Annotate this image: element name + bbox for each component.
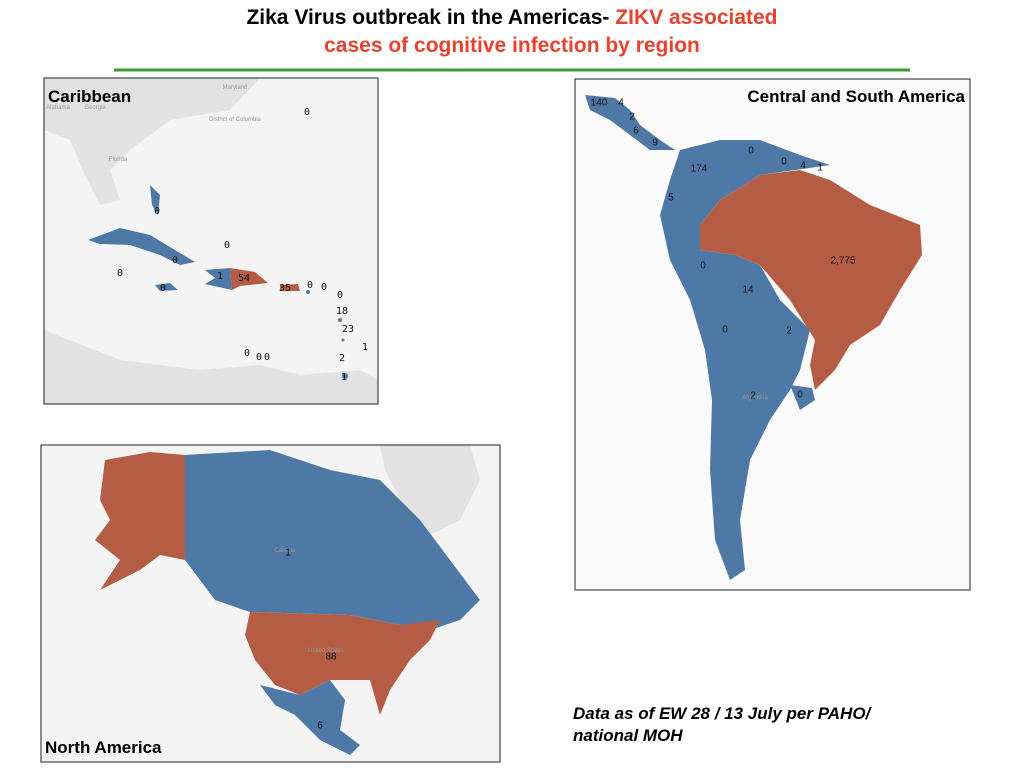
title-black: Zika Virus outbreak in the Americas- xyxy=(246,6,609,29)
base-map-label: Georgia xyxy=(84,105,106,111)
case-count: 0 xyxy=(307,280,313,291)
case-count: 0 xyxy=(304,107,310,118)
case-count: 88 xyxy=(325,652,337,663)
map-title: Caribbean xyxy=(48,87,131,106)
case-count: 2,775 xyxy=(830,256,855,267)
case-count: 0 xyxy=(722,325,728,336)
case-count: 1 xyxy=(217,271,223,282)
case-count: 174 xyxy=(691,164,708,175)
case-count: 54 xyxy=(238,273,250,284)
south-america-map xyxy=(575,79,970,590)
north-america-map xyxy=(41,445,500,762)
map-title: Central and South America xyxy=(747,87,965,106)
map-title: North America xyxy=(45,738,162,757)
case-count: 0 xyxy=(244,348,250,359)
case-count: 0 xyxy=(321,282,327,293)
note-line: Data as of EW 28 / 13 July per PAHO/ xyxy=(573,704,873,723)
case-count: 0 xyxy=(337,290,343,301)
base-map-label: Argentina xyxy=(742,395,768,401)
case-count: 1 xyxy=(285,548,291,559)
case-count: 0 xyxy=(264,352,270,363)
map-frame xyxy=(43,77,379,405)
case-count: 35 xyxy=(279,283,291,294)
case-count: 1 xyxy=(341,372,347,383)
base-map-label: District of Columbia xyxy=(209,117,262,123)
case-count: 9 xyxy=(652,138,658,149)
case-count: 0 xyxy=(781,157,787,168)
base-map-label: Florida xyxy=(109,157,128,163)
base-map-label: Canada xyxy=(274,548,296,554)
map-frame xyxy=(40,444,501,763)
case-count: 14 xyxy=(742,285,754,296)
case-count: 2 xyxy=(339,353,345,364)
case-count: 18 xyxy=(336,306,348,317)
case-count: 6 xyxy=(633,126,639,137)
base-map-label: Maryland xyxy=(223,85,248,91)
case-count: 0 xyxy=(154,206,160,217)
case-count: 1 xyxy=(362,342,368,353)
case-count: 140 xyxy=(591,98,608,109)
title-red: ZIKV associated xyxy=(615,6,777,29)
case-count: 0 xyxy=(224,240,230,251)
case-count: 4 xyxy=(618,98,624,109)
base-map-label: Alabama xyxy=(46,105,70,111)
case-count: 2 xyxy=(629,112,635,123)
case-count: 2 xyxy=(750,391,756,402)
case-count: 5 xyxy=(668,193,674,204)
case-count: 0 xyxy=(117,268,123,279)
title: Zika Virus outbreak in the Americas- ZIK… xyxy=(246,6,777,29)
note-line-2: national MOH xyxy=(573,726,683,745)
case-count: 4 xyxy=(800,161,806,172)
case-count: 6 xyxy=(317,721,323,732)
case-count: 0 xyxy=(748,146,754,157)
map-frame xyxy=(574,78,971,591)
base-map-label: United States xyxy=(308,648,344,654)
case-count: 0 xyxy=(700,261,706,272)
case-count: 23 xyxy=(342,324,354,335)
case-count: 0 xyxy=(160,283,166,294)
case-count: 0 xyxy=(172,255,178,266)
case-count: 0 xyxy=(797,390,803,401)
case-count: 0 xyxy=(256,352,262,363)
note: Data as of EW 28 / 13 July per PAHO/ nat… xyxy=(573,704,875,745)
subtitle: cases of cognitive infection by region xyxy=(324,34,700,57)
case-count: 2 xyxy=(786,326,792,337)
case-count: 1 xyxy=(817,163,823,174)
caribbean-map xyxy=(44,78,378,404)
